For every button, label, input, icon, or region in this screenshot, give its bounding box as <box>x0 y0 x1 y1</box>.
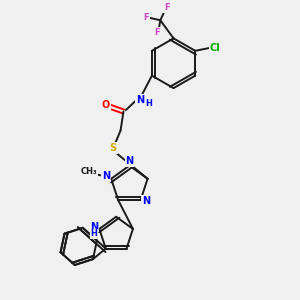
Text: N: N <box>142 196 150 206</box>
Text: S: S <box>110 143 117 153</box>
Text: N: N <box>90 222 98 232</box>
Text: N: N <box>125 156 134 166</box>
Text: F: F <box>164 4 170 13</box>
Text: H: H <box>91 230 98 238</box>
Text: N: N <box>102 171 110 182</box>
Text: N: N <box>136 95 144 105</box>
Text: F: F <box>143 13 149 22</box>
Text: F: F <box>154 28 160 37</box>
Text: Cl: Cl <box>210 43 220 53</box>
Text: CH₃: CH₃ <box>81 167 98 176</box>
Text: O: O <box>102 100 110 110</box>
Text: H: H <box>146 99 153 108</box>
